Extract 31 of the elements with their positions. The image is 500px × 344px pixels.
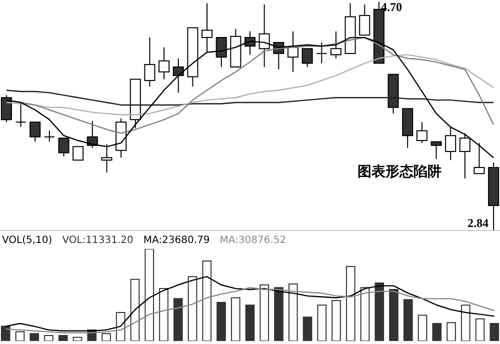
- bar: [216, 302, 226, 341]
- bar: [490, 323, 500, 341]
- bar: [374, 282, 384, 341]
- annotation: 图表形态陷阱: [358, 164, 442, 180]
- bar: [173, 298, 183, 341]
- annotation: 2.84: [468, 216, 488, 230]
- bar: [403, 299, 413, 341]
- bar: [30, 333, 40, 341]
- candlestick: [430, 141, 442, 160]
- candlestick: [44, 130, 55, 142]
- bar: [274, 287, 284, 341]
- bar: [432, 323, 442, 341]
- annotation: 4.70: [381, 0, 402, 14]
- candlestick: [15, 102, 26, 128]
- candlestick: [302, 48, 313, 68]
- candlestick: [144, 37, 156, 88]
- candlestick: [30, 122, 41, 142]
- chart-title: VOL(5,10): [2, 234, 52, 246]
- bar: [389, 288, 398, 341]
- candlestick: [316, 42, 328, 64]
- candlestick: [158, 46, 170, 80]
- text: MA:23680.79: [143, 234, 210, 246]
- bar: [0, 326, 10, 341]
- series-label: VOL:11331.20: [62, 234, 134, 246]
- candlestick: [72, 146, 84, 161]
- text: MA:30876.52: [220, 234, 286, 246]
- bar: [58, 334, 68, 341]
- bar: [245, 304, 255, 341]
- bar: [302, 316, 312, 341]
- candlestick: [416, 122, 428, 144]
- candlestick: [172, 58, 184, 94]
